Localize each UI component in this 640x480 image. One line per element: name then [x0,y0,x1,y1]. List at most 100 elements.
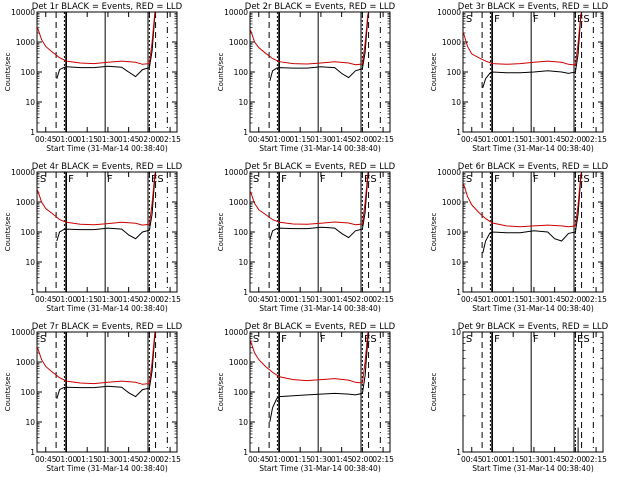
y-tick-label: 100 [21,68,36,77]
event-marker: F [533,174,539,185]
y-axis-label: Counts/sec [217,53,225,92]
x-tick-label: 00:45 [248,455,270,464]
x-tick-label: 01:45 [118,295,140,304]
y-axis-label: Counts/sec [4,213,12,252]
y-axis-label: Counts/sec [217,373,225,412]
event-marker: S [253,174,259,185]
event-marker: F [320,174,326,185]
x-tick-label: 02:00 [139,455,161,464]
y-tick-label: 100 [447,228,462,237]
y-tick-label: 10 [451,328,461,337]
panel-det-4: Det 4r BLACK = Events, RED = LLD 1 10 100 10… [4,162,183,313]
x-tick-label: 01:45 [544,295,566,304]
event-marker: ES [151,174,164,185]
x-tick-label: 00:45 [461,295,483,304]
panel-det-7: Det 7r BLACK = Events, RED = LLD 1 10 100 10… [4,322,183,473]
y-axis-label: Counts/sec [217,213,225,252]
y-tick-label: 100 [234,388,249,397]
x-tick-label: 01:30 [97,295,119,304]
x-axis-label: Start Time (31-Mar-14 00:38:40) [259,144,381,153]
y-tick-label: 10000 [11,328,35,337]
x-tick-label: 02:15 [372,135,394,144]
y-tick-label: 1 [456,288,461,297]
x-tick-label: 02:15 [585,455,607,464]
plot-frame [462,331,604,453]
panel-det-2: Det 2r BLACK = Events, RED = LLD 1 10 100 10… [217,2,396,153]
x-tick-label: 02:15 [159,295,181,304]
events-series-line [482,14,582,88]
y-tick-label: 1 [456,448,461,457]
x-axis-label: Start Time (31-Mar-14 00:38:40) [472,464,594,473]
panel-det-9: Det 9r BLACK = Events, RED = LLD 1 10 Count… [430,322,609,473]
event-marker: ES [577,14,590,25]
x-tick-label: 01:00 [269,135,291,144]
y-tick-label: 10 [25,98,35,107]
y-tick-label: 100 [447,68,462,77]
y-tick-label: 100 [21,228,36,237]
x-tick-label: 01:45 [118,135,140,144]
x-tick-label: 01:30 [523,135,545,144]
x-tick-label: 00:45 [461,135,483,144]
panel-det-3: Det 3r BLACK = Events, RED = LLD 1 10 100 10… [430,2,609,153]
panel-det-1: Det 1r BLACK = Events, RED = LLD 1 10 100 10… [4,2,183,153]
x-tick-label: 01:00 [56,295,78,304]
event-marker: ES [364,334,377,345]
event-marker: F [533,334,539,345]
y-tick-label: 10000 [437,8,461,17]
y-tick-label: 10000 [224,328,248,337]
x-tick-label: 01:45 [331,295,353,304]
panel-title: Det 5r BLACK = Events, RED = LLD [245,162,396,172]
event-marker: F [494,334,500,345]
y-tick-label: 10000 [11,8,35,17]
y-tick-label: 1000 [16,358,35,367]
panel-title: Det 6r BLACK = Events, RED = LLD [458,162,609,172]
events-series-line [269,338,369,423]
events-series-line [269,175,369,240]
y-tick-label: 100 [234,68,249,77]
x-tick-label: 02:00 [352,135,374,144]
y-tick-label: 1000 [442,198,461,207]
x-tick-label: 01:00 [56,135,78,144]
panel-title: Det 7r BLACK = Events, RED = LLD [32,322,183,332]
x-axis-label: Start Time (31-Mar-14 00:38:40) [46,304,168,313]
y-axis-label: Counts/sec [4,53,12,92]
y-tick-label: 10000 [224,168,248,177]
x-tick-label: 01:00 [482,455,504,464]
y-tick-label: 1000 [229,198,248,207]
x-tick-label: 02:15 [372,295,394,304]
x-tick-label: 01:15 [76,455,98,464]
x-tick-label: 01:30 [97,135,119,144]
events-series-line [56,334,156,399]
lld-series-line [463,13,582,66]
events-series-line [56,176,156,242]
event-marker: F [533,14,539,25]
x-tick-label: 00:45 [248,135,270,144]
events-series-line [56,14,156,79]
lld-series-line [250,331,369,384]
event-marker: S [466,174,472,185]
y-tick-label: 10000 [11,168,35,177]
y-tick-label: 100 [234,228,249,237]
x-tick-label: 01:00 [482,135,504,144]
y-axis-label: Counts/sec [430,373,438,412]
x-tick-label: 01:30 [97,455,119,464]
y-tick-label: 10 [25,258,35,267]
x-tick-label: 01:45 [118,455,140,464]
event-marker: S [466,334,472,345]
y-axis-label: Counts/sec [430,213,438,252]
lld-series-line [463,173,582,228]
y-tick-label: 1 [243,448,248,457]
x-tick-label: 01:00 [269,295,291,304]
x-tick-label: 00:45 [35,135,57,144]
x-tick-label: 02:00 [139,295,161,304]
panel-title: Det 2r BLACK = Events, RED = LLD [245,2,396,12]
x-tick-label: 02:00 [352,295,374,304]
event-marker: ES [577,174,590,185]
x-axis-label: Start Time (31-Mar-14 00:38:40) [472,144,594,153]
event-marker: F [494,14,500,25]
event-marker: ES [577,334,590,345]
x-tick-label: 01:00 [482,295,504,304]
x-axis-label: Start Time (31-Mar-14 00:38:40) [472,304,594,313]
x-tick-label: 01:45 [331,455,353,464]
